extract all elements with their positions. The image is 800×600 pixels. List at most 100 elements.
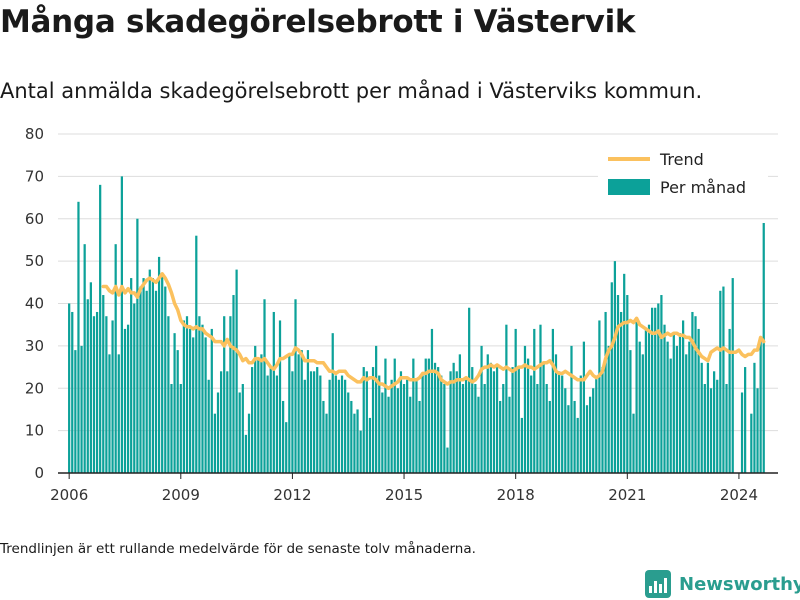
bar (123, 328, 127, 473)
bar (198, 316, 201, 473)
footnote: Trendlinjen är ett rullande medelvärde f… (0, 541, 476, 557)
bar (223, 316, 226, 473)
bar (145, 290, 148, 473)
bar (244, 434, 248, 473)
bar (579, 375, 582, 473)
bar (235, 269, 238, 473)
y-tick-label: 30 (25, 337, 44, 355)
bar (154, 290, 158, 473)
bar (505, 324, 508, 473)
bar (92, 316, 96, 473)
bar (638, 341, 641, 473)
bar (185, 316, 189, 473)
bar (362, 367, 365, 473)
bar (192, 337, 195, 473)
bar (384, 358, 387, 473)
bar (126, 324, 130, 473)
y-tick-label: 0 (34, 464, 44, 482)
bar (530, 375, 533, 473)
bar (526, 358, 530, 473)
bar (167, 316, 170, 473)
bar (449, 371, 452, 473)
bar (188, 328, 192, 473)
x-tick-label: 2024 (720, 486, 758, 504)
y-tick-label: 10 (25, 422, 44, 440)
bar (164, 286, 167, 473)
bar (443, 384, 446, 473)
bar (142, 278, 145, 473)
bar (610, 282, 613, 473)
bar (272, 311, 275, 473)
bar (232, 295, 235, 473)
bar (139, 286, 142, 473)
y-tick-label: 20 (25, 379, 44, 397)
bar (570, 345, 573, 473)
bar (216, 392, 220, 473)
bar (595, 375, 598, 473)
bar (489, 362, 492, 473)
bar (68, 303, 71, 473)
brand-logo: Newsworthy (645, 570, 800, 598)
bar (554, 354, 558, 473)
bar (523, 345, 527, 473)
x-tick-label: 2015 (385, 486, 423, 504)
bar (750, 413, 753, 473)
y-tick-label: 40 (25, 295, 44, 313)
bar (195, 235, 198, 473)
bar (629, 350, 632, 473)
bar (424, 358, 427, 473)
bar (675, 345, 679, 473)
bar (654, 307, 657, 473)
bar (545, 384, 548, 473)
bar (650, 307, 654, 473)
bar (437, 367, 440, 473)
bar (402, 384, 406, 473)
y-tick-label: 80 (25, 125, 44, 143)
bar (117, 354, 120, 473)
x-tick-label: 2009 (162, 486, 200, 504)
bar (229, 316, 232, 473)
bar (344, 379, 347, 473)
bar (393, 358, 396, 473)
bar (492, 371, 496, 473)
bar (542, 362, 545, 473)
bar (663, 324, 666, 473)
bar (421, 375, 424, 473)
bar (697, 328, 700, 473)
bar (309, 371, 313, 473)
bar (613, 261, 617, 473)
bar (601, 367, 604, 473)
bar (77, 201, 80, 474)
bar (269, 367, 272, 473)
bar (337, 379, 341, 473)
bar (359, 430, 362, 473)
chart-subtitle: Antal anmälda skadegörelsebrott per måna… (0, 79, 703, 103)
bar (378, 375, 381, 473)
bar (133, 303, 136, 473)
bar (120, 176, 123, 473)
bar (294, 299, 297, 473)
bar (468, 307, 471, 473)
bar (688, 341, 691, 473)
legend-bar-label: Per månad (660, 178, 746, 197)
bar (672, 333, 675, 473)
bar (731, 278, 734, 473)
bar (626, 295, 629, 473)
bar (83, 244, 86, 473)
bar (452, 362, 455, 473)
bar (331, 333, 334, 473)
bar (567, 405, 570, 473)
bar (406, 379, 409, 473)
bar (564, 388, 567, 473)
bar (533, 328, 536, 473)
bar (74, 350, 77, 473)
bar (725, 384, 728, 473)
bar (678, 333, 682, 473)
x-tick-label: 2021 (608, 486, 646, 504)
bar (303, 379, 306, 473)
legend-background (598, 146, 768, 206)
bar (390, 379, 393, 473)
bar (263, 299, 266, 473)
bar (288, 354, 291, 473)
bar (204, 337, 207, 473)
